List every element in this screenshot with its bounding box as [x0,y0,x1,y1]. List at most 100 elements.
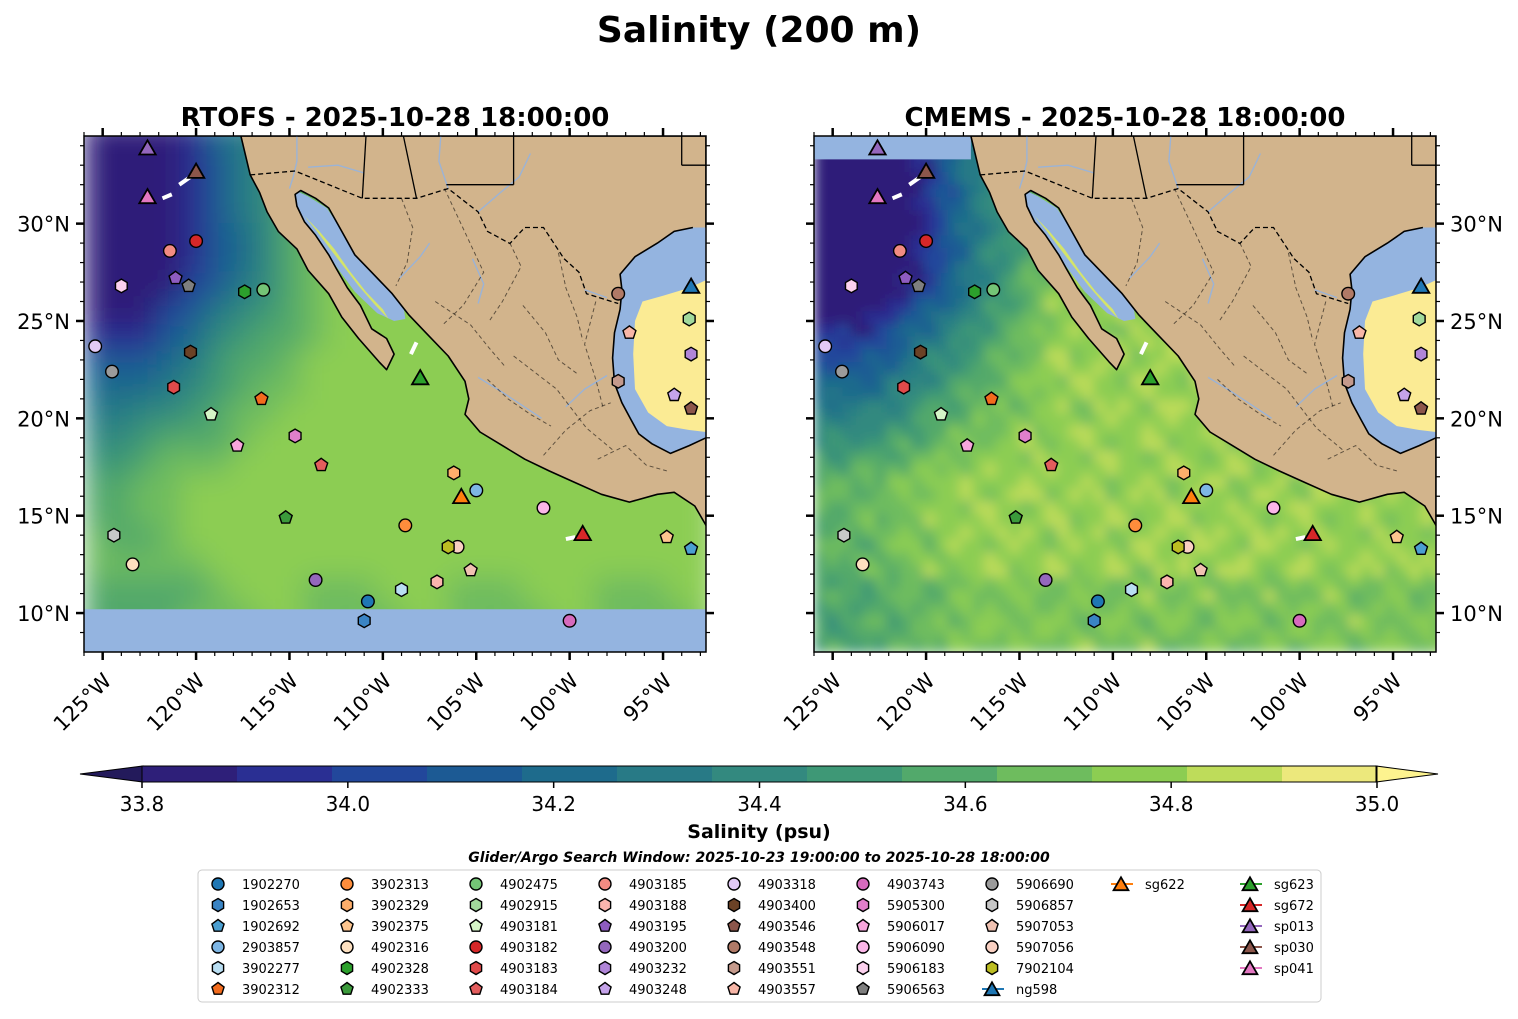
field-cell [886,322,900,337]
field-cell [959,449,973,464]
field-cell [911,462,925,476]
field-cell [826,247,840,261]
field-cell [1214,462,1228,476]
field-cell [156,424,183,451]
field-cell [205,576,231,603]
field-cell [850,221,864,236]
field-cell [229,322,255,350]
field-cell [935,449,949,464]
field-cell [838,500,852,514]
legend-label: 4903551 [758,962,816,977]
field-cell [935,424,949,438]
field-cell [911,221,925,236]
field-cell [996,398,1010,413]
field-cell [496,474,523,502]
field-cell [156,136,183,147]
field-cell [996,601,1010,616]
field-cell [545,550,571,577]
field-cell [254,550,280,577]
field-cell [1421,614,1435,628]
field-cell [569,576,595,603]
field-cell [1044,322,1058,337]
field-cell [448,424,474,451]
field-cell [959,272,973,286]
marker-sg623 [410,368,430,386]
field-cell [971,411,985,426]
field-cell [838,310,852,324]
field-cell [1056,538,1070,552]
field-cell [593,525,620,552]
field-cell [874,335,888,350]
field-cell [1032,424,1046,438]
state-border [402,136,418,199]
field-cell [1287,588,1301,603]
field-cell [1020,310,1034,324]
field-cell [205,424,231,451]
x-tick-label: 115°W [966,668,1034,736]
marker-4903546 [1413,400,1429,415]
field-cell [850,171,864,185]
field-cell [1396,550,1410,565]
legend-marker-sg623 [1241,875,1259,892]
field-cell [132,348,158,375]
field-cell [1117,601,1131,616]
field-cell [1081,449,1095,464]
marker-sp030 [186,161,206,179]
field-cell [923,221,937,236]
legend-label: 3902375 [371,920,429,935]
field-cell [826,639,840,652]
field-cell [862,171,876,185]
field-cell [1421,626,1435,641]
field-cell [1263,614,1277,628]
field-cell [935,297,949,312]
field-cell [814,500,828,514]
field-cell [84,373,110,400]
field-cell [947,626,961,641]
field-cell [862,576,876,590]
field-cell [874,158,888,173]
field-cell [1372,563,1386,578]
field-cell [1044,614,1058,628]
field-cell [826,576,840,590]
field-cell [935,322,949,337]
field-cell [899,474,913,489]
field-cell [1178,436,1192,451]
field-cell [996,272,1010,286]
field-cell [1056,462,1070,476]
field-cell [959,322,973,337]
field-cell [1323,639,1337,652]
field-cell [1384,626,1398,641]
legend-label: sg622 [1145,878,1185,893]
field-cell [1166,563,1180,578]
field-cell [1020,373,1034,388]
river [1018,136,1028,189]
field-cell [1287,525,1301,540]
marker-4903188 [1160,574,1174,590]
field-cell [899,626,913,641]
field-cell [814,360,828,375]
field-cell [1251,525,1265,540]
field-cell [838,436,852,451]
field-cell [1105,563,1119,578]
field-cell [1044,626,1058,641]
field-cell [1433,626,1436,641]
field-cell [1275,614,1289,628]
field-cell [1056,588,1070,603]
field-cell [996,259,1010,274]
field-cell [923,424,937,438]
legend-label: 5907056 [1016,941,1074,956]
field-cell [923,474,937,489]
field-cell [826,449,840,464]
field-cell [326,373,353,400]
field-cell [1069,335,1083,350]
marker-4902915 [682,311,696,327]
field-cell [959,171,973,185]
field-cell [1105,424,1119,438]
legend-label: 5907053 [1016,920,1074,935]
field-cell [814,563,828,578]
field-cell [862,614,876,628]
field-cell [1117,474,1131,489]
field-cell [996,335,1010,350]
field-cell [923,285,937,299]
field-cell [1348,500,1362,514]
